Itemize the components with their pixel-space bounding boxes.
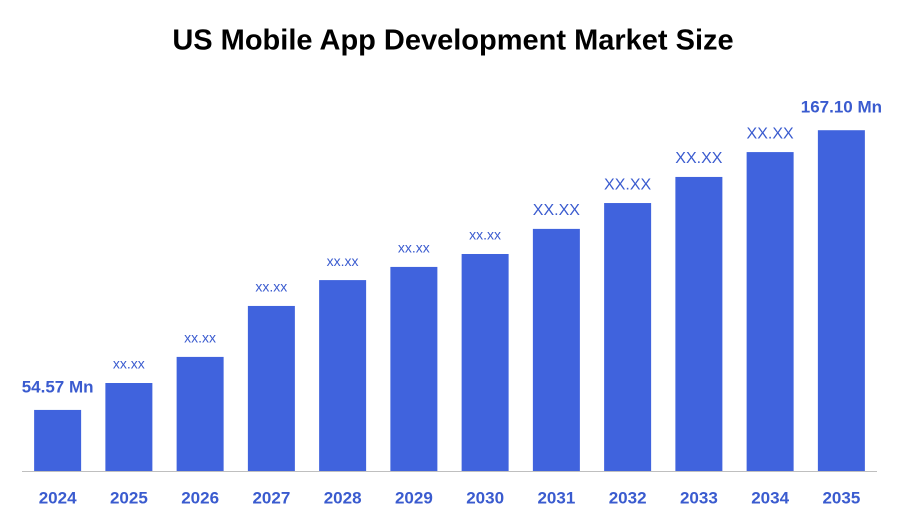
value-label: xx.xx <box>398 240 430 256</box>
x-tick-label: 2034 <box>751 488 789 507</box>
value-label: XX.XX <box>604 176 651 193</box>
value-label: xx.xx <box>469 227 501 243</box>
x-tick-label: 2028 <box>324 488 362 507</box>
x-tick-label: 2024 <box>39 488 77 507</box>
bar <box>247 305 295 471</box>
x-tick-label: 2025 <box>110 488 148 507</box>
bar <box>461 253 509 471</box>
x-tick-label: 2030 <box>466 488 504 507</box>
x-tick-label: 2032 <box>609 488 647 507</box>
x-tick-label: 2029 <box>395 488 433 507</box>
bar <box>746 152 794 471</box>
x-tick-label: 2033 <box>680 488 718 507</box>
x-tick-label: 2031 <box>537 488 575 507</box>
bar <box>176 356 224 471</box>
value-label: xx.xx <box>255 279 287 295</box>
bar <box>604 203 652 472</box>
value-label: XX.XX <box>747 125 794 142</box>
bar <box>319 280 367 471</box>
value-label: xx.xx <box>184 330 216 346</box>
bar <box>675 176 723 471</box>
value-label: xx.xx <box>327 253 359 269</box>
bar <box>817 130 865 472</box>
x-tick-label: 2026 <box>181 488 219 507</box>
bar <box>390 266 438 471</box>
value-label: XX.XX <box>533 202 580 219</box>
bar <box>34 409 82 471</box>
value-label: 167.10 Mn <box>801 98 882 117</box>
x-tick-label: 2035 <box>822 488 860 507</box>
bar <box>105 383 153 471</box>
bar <box>532 228 580 471</box>
value-label: xx.xx <box>113 356 145 372</box>
value-label: XX.XX <box>675 150 722 167</box>
chart-title: US Mobile App Development Market Size <box>172 25 733 57</box>
value-label: 54.57 Mn <box>22 377 94 396</box>
x-tick-label: 2027 <box>252 488 290 507</box>
